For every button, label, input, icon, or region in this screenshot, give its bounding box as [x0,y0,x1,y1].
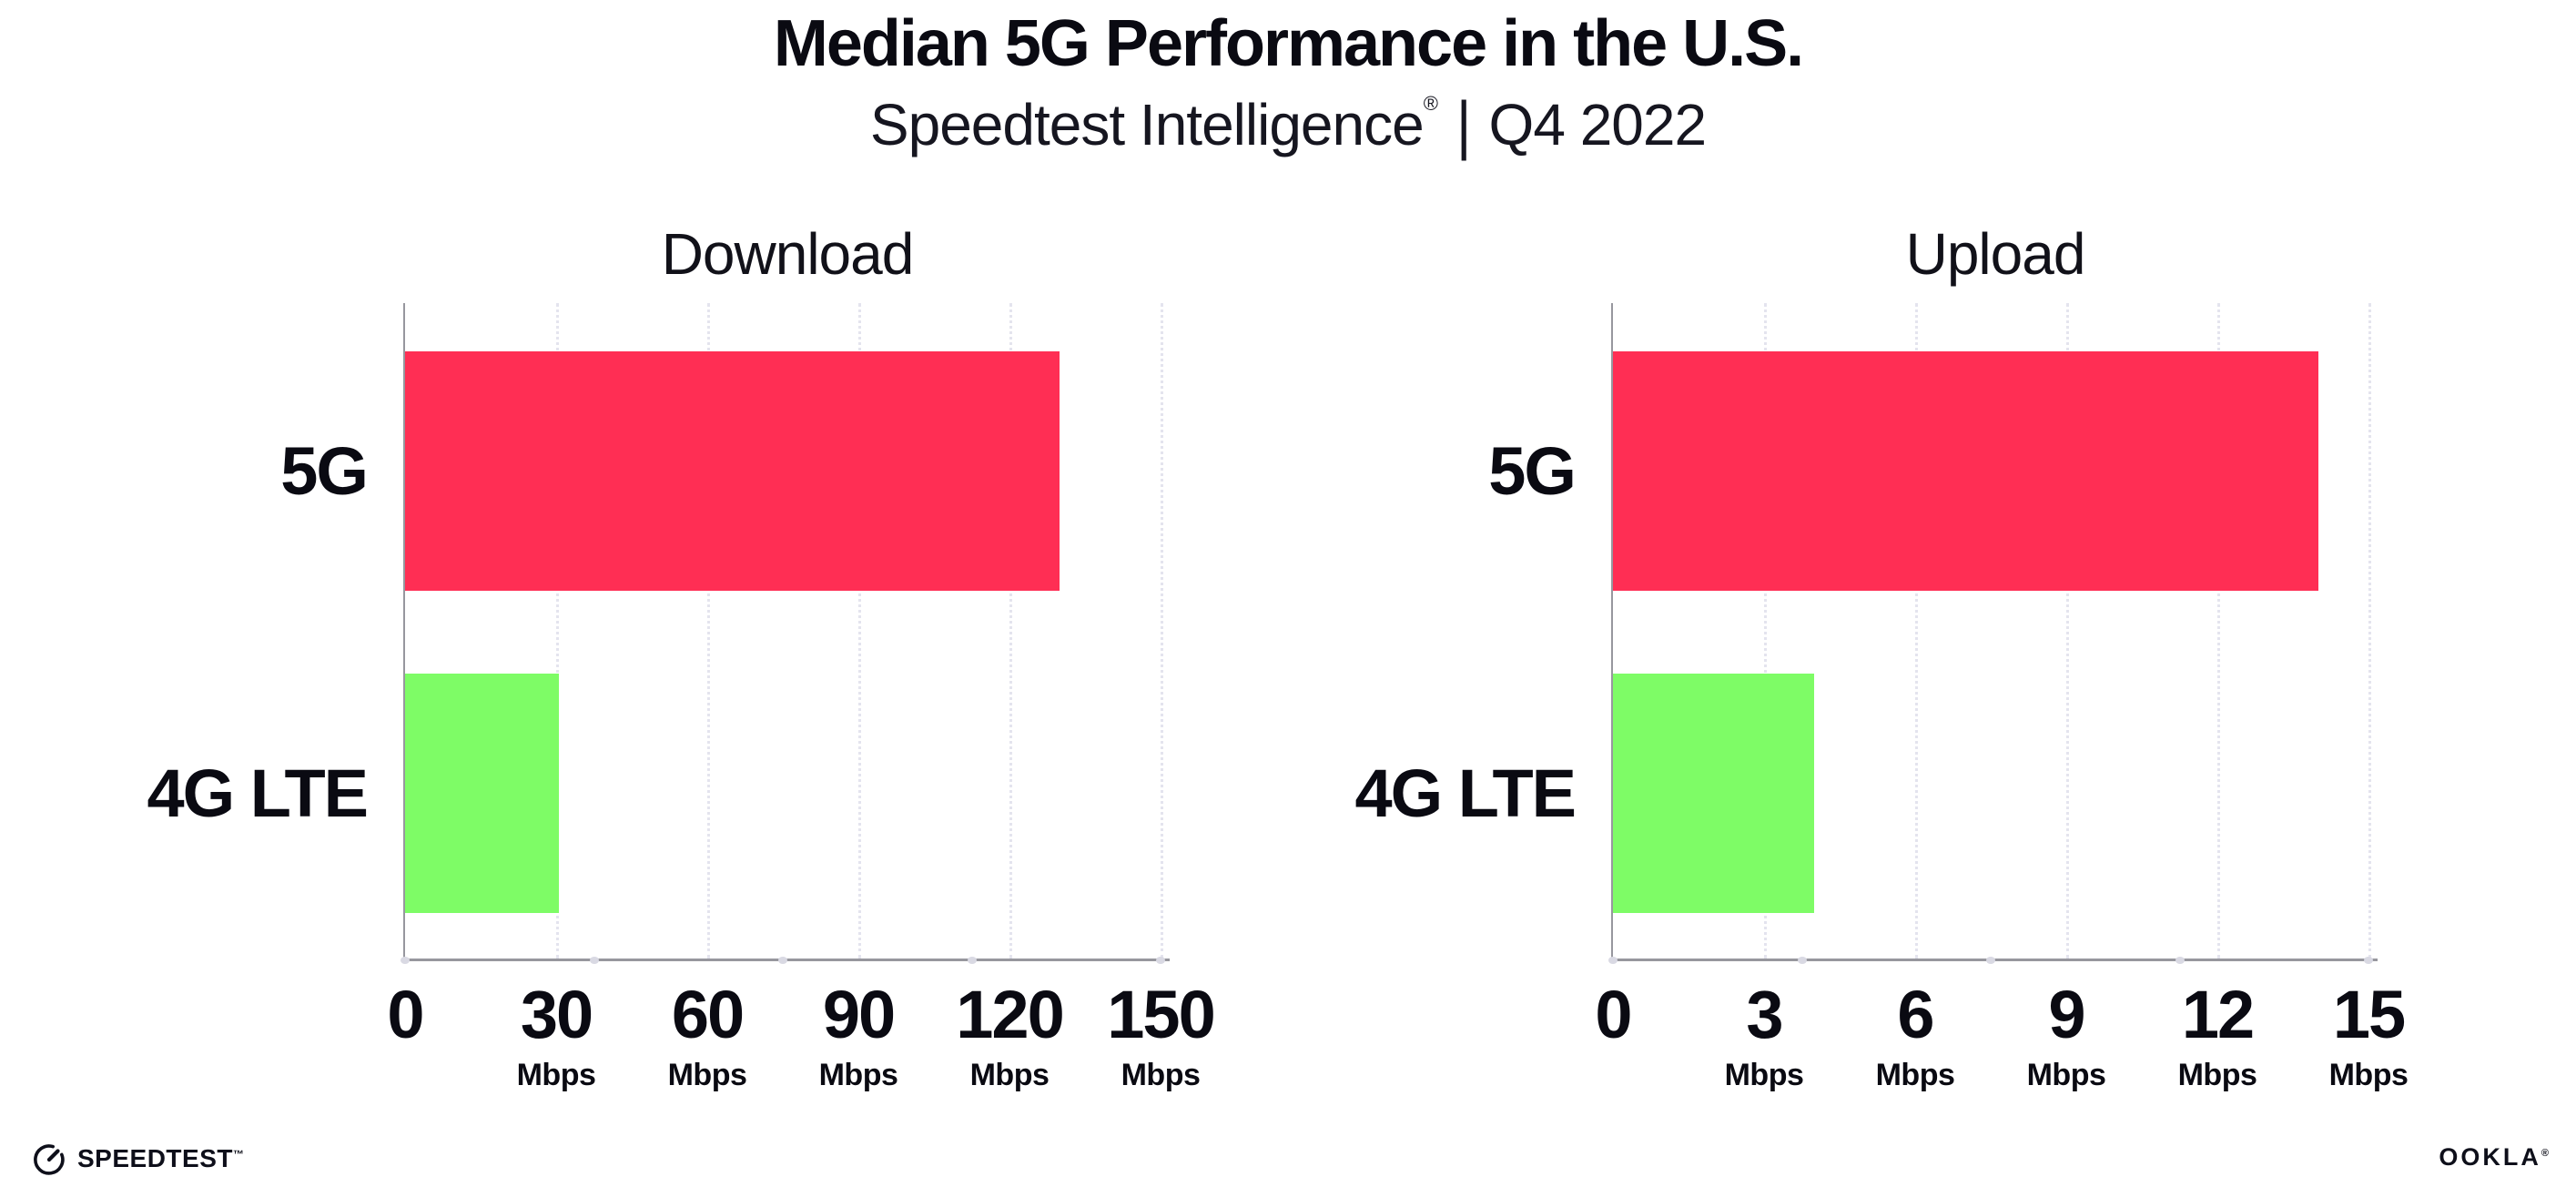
upload-chart-title: Upload [1905,221,2086,287]
x-tick-value: 15 [2332,977,2406,1052]
download-chart-title: Download [661,221,915,287]
page-subtitle: Speedtest Intelligence® | Q4 2022 [0,89,2576,161]
bar-5g-download [405,351,1060,591]
speedtest-wordmark: SPEEDTEST™ [77,1144,244,1173]
gridline-3 [1764,303,1767,959]
gridline-6 [1915,303,1918,959]
gridline-120 [1009,303,1012,959]
gridline-30 [556,303,559,959]
x-tick-unit: Mbps [667,1058,747,1092]
gridline-90 [858,303,861,959]
axis-marker-dot [967,957,977,964]
x-tick-15: 15 Mbps [2328,977,2409,1092]
gridline-60 [707,303,710,959]
trademark-icon: ™ [232,1148,244,1161]
page-title: Median 5G Performance in the U.S. [773,7,1804,80]
x-tick-unit: Mbps [1724,1058,1804,1092]
axis-marker-dot [401,957,410,964]
subtitle-period: Q4 2022 [1488,92,1708,158]
x-tick-90: 90 Mbps [818,977,898,1092]
x-tick-60: 60 Mbps [667,977,747,1092]
x-tick-value: 6 [1897,977,1934,1052]
gridline-12 [2217,303,2220,959]
x-tick-unit: Mbps [1875,1058,1955,1092]
x-tick-unit: Mbps [2328,1058,2409,1092]
x-tick-unit: Mbps [969,1058,1050,1092]
axis-marker-dot [1608,957,1618,964]
axis-marker-dot [2364,957,2373,964]
axis-marker-dot [1797,957,1807,964]
x-tick-12: 12 Mbps [2177,977,2257,1092]
axis-marker-dot [2175,957,2185,964]
bar-4g-lte-upload [1613,674,1815,913]
gridline-150 [1161,303,1163,959]
x-tick-unit: Mbps [516,1058,596,1092]
category-label-4g-lte: 4G LTE [1354,755,1577,831]
x-tick-value: 0 [1595,977,1632,1052]
x-tick-value: 30 [520,977,593,1052]
x-tick-9: 9 Mbps [2026,977,2106,1092]
category-label-5g: 5G [280,432,369,509]
x-tick-value: 60 [671,977,745,1052]
x-tick-value: 9 [2048,977,2085,1052]
header: Median 5G Performance in the U.S. Speedt… [0,0,2576,161]
axis-marker-dot [1156,957,1165,964]
registered-icon: ® [2541,1148,2549,1159]
x-tick-unit: Mbps [1121,1058,1201,1092]
x-tick-unit: Mbps [2177,1058,2257,1092]
x-tick-value: 3 [1746,977,1783,1052]
x-tick-value: 90 [822,977,896,1052]
x-tick-value: 150 [1107,977,1215,1052]
x-tick-6: 6 Mbps [1875,977,1955,1092]
bar-5g-upload [1613,351,2318,591]
x-tick-value: 0 [387,977,424,1052]
download-chart-plot-area: Download 5G 4G LTE 0 30 Mbps 60 Mbps 90 Mbps 120 M… [147,225,1215,1090]
x-tick-0: 0 [387,977,424,1052]
upload-chart-plot-area: Upload 5G 4G LTE 0 3 Mbps 6 Mbps 9 Mbps 12 Mbps 15 M… [1354,225,2408,1090]
x-tick-value: 12 [2181,977,2255,1052]
x-tick-120: 120 Mbps [956,977,1064,1092]
category-label-5g: 5G [1488,432,1577,509]
speedtest-gauge-icon [34,1144,65,1175]
gridline-15 [2368,303,2371,959]
subtitle-brand: Speedtest Intelligence [869,92,1425,158]
gridline-9 [2066,303,2069,959]
x-tick-3: 3 Mbps [1724,977,1804,1092]
axis-marker-dot [589,957,599,964]
x-tick-30: 30 Mbps [516,977,596,1092]
registered-trademark-icon: ® [1423,92,1438,116]
x-tick-value: 120 [956,977,1064,1052]
axis-marker-dot [1986,957,1995,964]
x-tick-unit: Mbps [818,1058,898,1092]
speedtest-logo: SPEEDTEST™ [30,1140,244,1178]
x-tick-0: 0 [1595,977,1632,1052]
ookla-logo: OOKLA® [2439,1143,2549,1172]
ookla-wordmark-text: OOKLA [2439,1143,2541,1171]
x-tick-unit: Mbps [2026,1058,2106,1092]
speedtest-wordmark-text: SPEEDTEST [77,1144,233,1172]
subtitle-separator: | [1455,87,1472,162]
x-tick-150: 150 Mbps [1107,977,1215,1092]
bar-4g-lte-download [405,674,559,913]
axis-marker-dot [778,957,787,964]
category-label-4g-lte: 4G LTE [147,755,369,831]
